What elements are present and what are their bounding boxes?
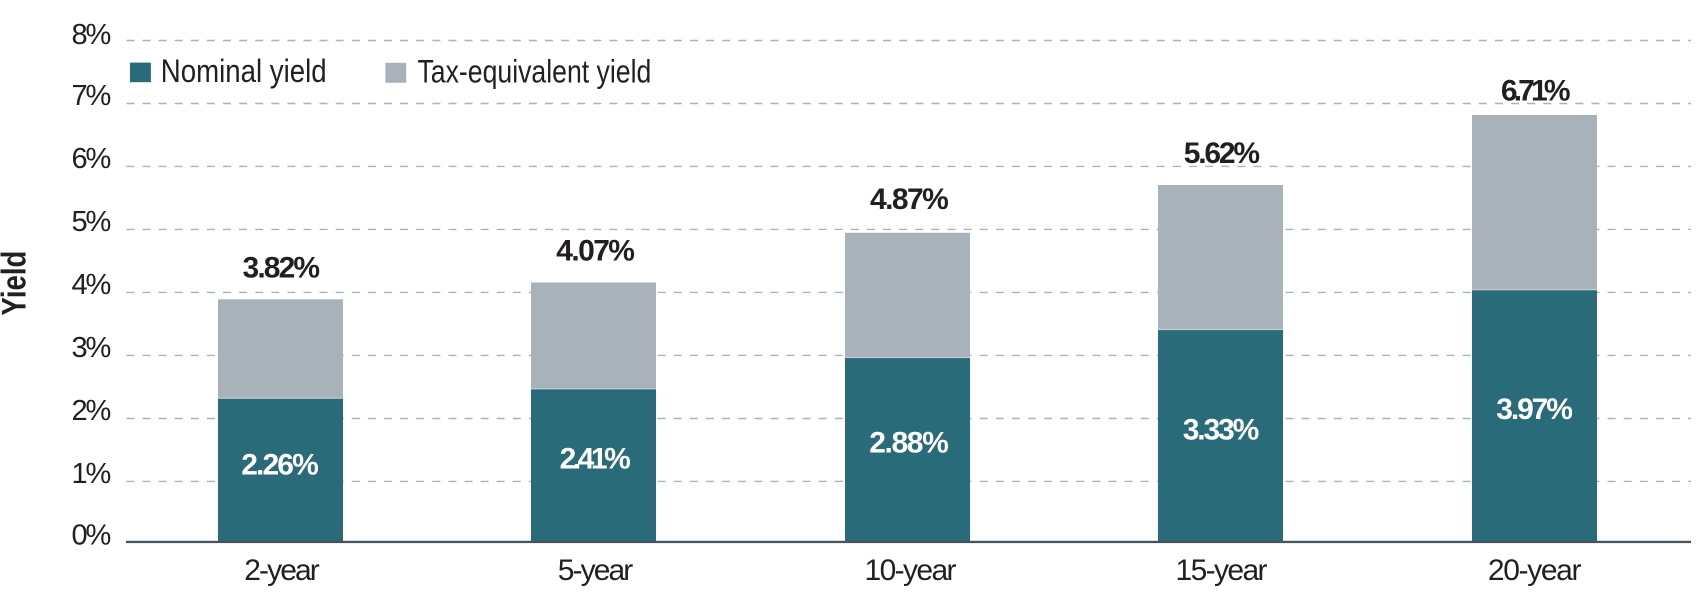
svg-text:8%: 8% xyxy=(72,19,112,51)
svg-text:0%: 0% xyxy=(72,520,112,552)
svg-text:10-year: 10-year xyxy=(865,554,957,587)
svg-text:15-year: 15-year xyxy=(1176,554,1268,587)
svg-text:5%: 5% xyxy=(72,206,112,238)
svg-text:4%: 4% xyxy=(72,269,112,301)
svg-text:2.26%: 2.26% xyxy=(241,449,319,482)
svg-text:Yield: Yield xyxy=(0,251,34,316)
svg-text:2.41%: 2.41% xyxy=(560,442,631,475)
svg-text:20-year: 20-year xyxy=(1488,554,1582,587)
svg-text:Tax-equivalent yield: Tax-equivalent yield xyxy=(418,54,652,90)
svg-text:3.33%: 3.33% xyxy=(1183,413,1260,446)
svg-text:4.87%: 4.87% xyxy=(870,183,949,216)
svg-text:Nominal yield: Nominal yield xyxy=(161,53,327,89)
svg-text:2%: 2% xyxy=(72,395,112,427)
svg-text:3.82%: 3.82% xyxy=(243,252,321,285)
svg-text:7%: 7% xyxy=(72,80,112,112)
svg-text:6.71%: 6.71% xyxy=(1501,74,1571,107)
svg-text:6%: 6% xyxy=(72,143,112,175)
svg-text:3.97%: 3.97% xyxy=(1496,393,1573,426)
svg-text:3%: 3% xyxy=(72,332,112,364)
svg-text:2-year: 2-year xyxy=(244,554,319,587)
svg-text:4.07%: 4.07% xyxy=(556,234,635,267)
svg-text:1%: 1% xyxy=(72,458,112,490)
svg-text:5-year: 5-year xyxy=(558,554,633,587)
svg-text:5.62%: 5.62% xyxy=(1184,137,1260,170)
svg-text:2.88%: 2.88% xyxy=(869,427,949,460)
